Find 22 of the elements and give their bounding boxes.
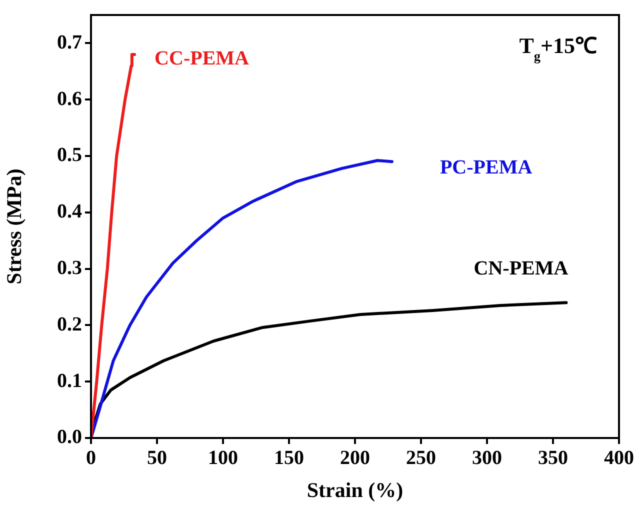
- x-tick-label: 100: [208, 447, 238, 470]
- y-tick-label: 0.2: [57, 313, 82, 336]
- y-tick-label: 0.6: [57, 88, 82, 110]
- x-tick-label: 250: [406, 447, 436, 470]
- x-axis-title: Strain (%): [306, 478, 404, 502]
- y-tick-label: 0.0: [57, 426, 82, 448]
- y-tick-label: 0.5: [57, 144, 82, 166]
- x-tick-label: 300: [472, 447, 502, 470]
- x-tick-label: 400: [604, 447, 634, 470]
- y-tick-label: 0.7: [57, 31, 82, 54]
- series-label: CC-PEMA: [154, 47, 250, 70]
- x-tick-label: 200: [340, 447, 370, 470]
- y-tick-label: 0.1: [57, 370, 82, 392]
- x-tick-label: 50: [147, 447, 167, 470]
- series-label: CN-PEMA: [474, 258, 569, 280]
- y-axis-title: Stress (MPa): [2, 168, 26, 284]
- y-tick-label: 0.4: [57, 200, 82, 223]
- text: PC-PEMA: [440, 156, 533, 179]
- x-tick-label: 350: [538, 447, 568, 470]
- x-tick-label: 0: [86, 447, 96, 470]
- x-tick-label: 150: [274, 447, 304, 470]
- y-tick-label: 0.3: [57, 256, 82, 279]
